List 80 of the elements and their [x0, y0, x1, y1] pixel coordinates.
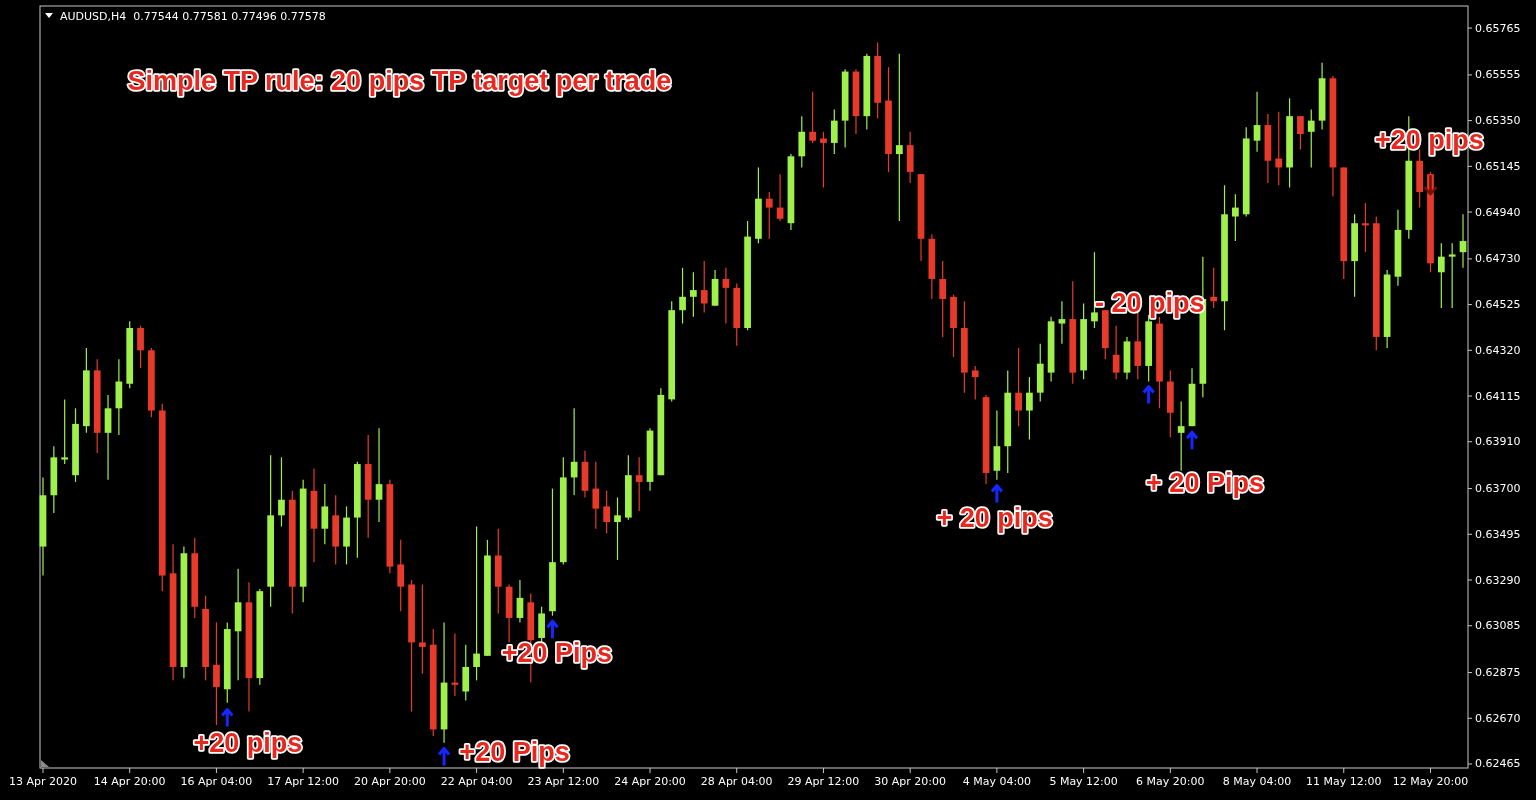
- x-tick-label: 5 May 12:00: [1049, 775, 1118, 788]
- candlestick: [419, 583, 426, 675]
- annotation: +20 pips: [193, 727, 303, 758]
- candlestick: [397, 539, 405, 612]
- x-tick-label: 29 Apr 12:00: [787, 775, 860, 788]
- x-tick-label: 20 Apr 20:00: [354, 775, 426, 788]
- x-tick-label: 11 May 12:00: [1306, 775, 1382, 788]
- candlestick: [895, 53, 903, 222]
- candlestick: [1275, 111, 1283, 186]
- y-tick-label: 0.63700: [1475, 482, 1521, 496]
- annotation: + 20 pips: [936, 503, 1053, 534]
- candlestick: [614, 496, 621, 561]
- y-tick-label: 0.65555: [1475, 68, 1521, 82]
- x-tick-label: 14 Apr 20:00: [93, 775, 166, 788]
- candlestick: [1448, 242, 1456, 309]
- annotation: + 20 Pips: [1146, 468, 1264, 499]
- y-tick-label: 0.63085: [1475, 619, 1521, 633]
- x-tick-label: 6 May 20:00: [1136, 775, 1205, 788]
- y-tick-label: 0.62875: [1475, 666, 1521, 680]
- candlestick: [809, 91, 816, 144]
- x-tick-label: 12 May 20:00: [1392, 775, 1469, 788]
- candlestick: [1232, 193, 1239, 242]
- candlestick: [1026, 376, 1033, 441]
- y-tick-label: 0.63910: [1475, 435, 1521, 449]
- text: Simple TP rule: 20 pips TP target per trade: [127, 65, 672, 96]
- candlestick: [1091, 251, 1098, 329]
- y-tick-label: 0.64320: [1475, 343, 1521, 357]
- candlestick: [1058, 300, 1066, 345]
- candlestick: [1112, 325, 1120, 380]
- candlestick: [603, 490, 611, 534]
- candlestick: [1015, 347, 1022, 427]
- candlestick: [1307, 108, 1315, 169]
- y-tick-label: 0.64730: [1475, 252, 1521, 266]
- candlestick: [473, 525, 480, 681]
- y-tick-label: 0.63290: [1475, 573, 1521, 587]
- x-tick-label: 8 May 04:00: [1222, 775, 1292, 788]
- y-tick-label: 0.65145: [1475, 159, 1521, 173]
- candlestick: [1210, 267, 1218, 309]
- x-tick-label: 30 Apr 20:00: [874, 775, 947, 788]
- y-tick-label: 0.64115: [1475, 389, 1521, 403]
- chart-title: AUDUSD,H4 0.77544 0.77581 0.77496 0.77578: [60, 9, 326, 23]
- x-tick-label: 23 Apr 12:00: [527, 775, 600, 788]
- x-tick-label: 4 May 04:00: [962, 775, 1032, 788]
- y-tick-label: 0.64525: [1475, 298, 1521, 312]
- candlestick: [592, 461, 600, 530]
- candlestick: [61, 398, 69, 465]
- x-tick-label: 16 Apr 04:00: [180, 775, 253, 788]
- candlestick: [1362, 202, 1369, 253]
- candlestick: [635, 456, 643, 512]
- x-tick-label: 22 Apr 04:00: [440, 775, 513, 788]
- candlestick: [213, 621, 220, 726]
- candlestick: [1297, 115, 1304, 151]
- x-tick-label: 24 Apr 20:00: [614, 775, 686, 788]
- annotation: +20 Pips: [459, 737, 570, 767]
- candlestick: [137, 325, 144, 369]
- candlestick: [321, 483, 329, 545]
- x-tick-label: 13 Apr 2020: [8, 775, 78, 788]
- candlestick: [939, 260, 947, 338]
- x-tick-label: 28 Apr 04:00: [700, 775, 773, 788]
- candlestick: [722, 267, 730, 325]
- candlestick: [971, 365, 979, 400]
- candlestick: [570, 407, 578, 496]
- y-tick-label: 0.63495: [1475, 527, 1521, 541]
- candlestick: [820, 131, 827, 189]
- y-tick-label: 0.62465: [1475, 757, 1521, 771]
- candlestick: [690, 271, 697, 318]
- y-tick-label: 0.62670: [1475, 711, 1521, 725]
- y-tick-label: 0.64940: [1475, 205, 1521, 219]
- y-tick-label: 0.65765: [1475, 21, 1521, 35]
- candlestick: [1253, 91, 1261, 153]
- x-tick-label: 17 Apr 12:00: [267, 775, 340, 788]
- candlestick: [1177, 401, 1185, 472]
- candlestick: [765, 191, 773, 240]
- candlestick: [830, 108, 838, 155]
- candlestick: [278, 456, 285, 528]
- candlestick: [1437, 242, 1445, 309]
- candlestick: [679, 267, 686, 325]
- candlestick: [375, 427, 383, 523]
- candlestick: [700, 260, 708, 314]
- y-tick-label: 0.65350: [1475, 114, 1521, 128]
